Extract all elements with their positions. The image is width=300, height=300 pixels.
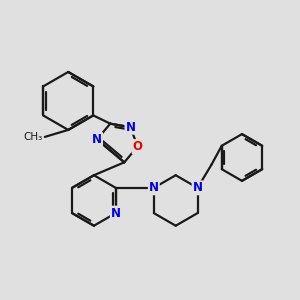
Text: N: N xyxy=(111,207,121,220)
Text: N: N xyxy=(92,133,102,146)
Text: N: N xyxy=(193,182,202,194)
Text: N: N xyxy=(149,182,159,194)
Text: N: N xyxy=(125,121,136,134)
Text: CH₃: CH₃ xyxy=(23,132,43,142)
Text: O: O xyxy=(133,140,142,153)
